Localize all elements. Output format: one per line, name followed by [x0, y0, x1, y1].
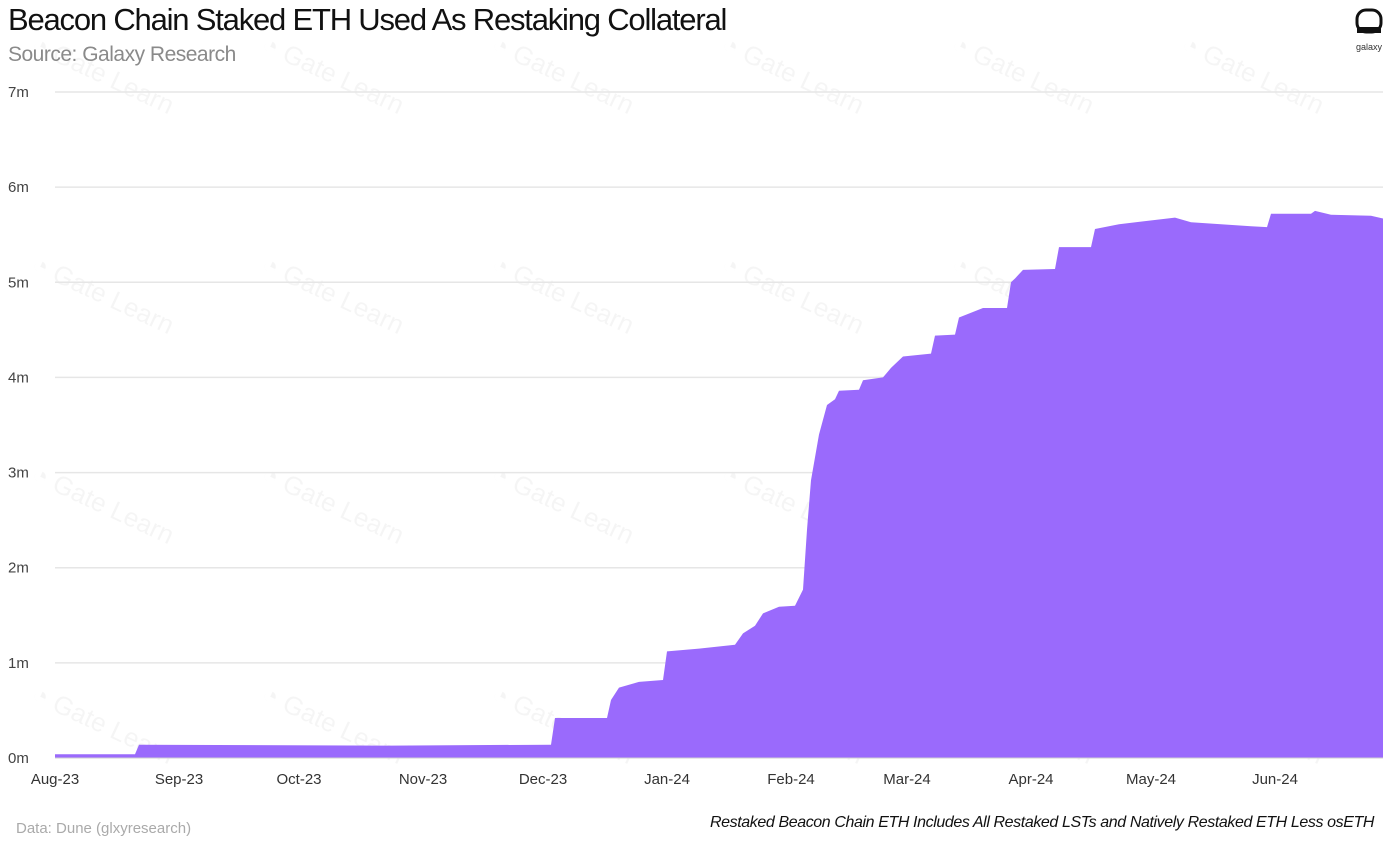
footnote: Restaked Beacon Chain ETH Includes All R… [710, 814, 1374, 831]
watermark-text: ◔ Gate Learn [487, 248, 638, 340]
chart-title: Beacon Chain Staked ETH Used As Restakin… [8, 2, 727, 37]
area-series-restaked-eth [55, 210, 1383, 758]
chart-subtitle: Source: Galaxy Research [8, 43, 236, 66]
watermark-text: ◔ Gate Learn [717, 248, 868, 340]
y-tick-label: 5m [8, 274, 29, 291]
x-tick-label: Jun-24 [1252, 771, 1298, 788]
y-tick-label: 3m [8, 465, 29, 482]
y-tick-label: 4m [8, 369, 29, 386]
x-tick-label: May-24 [1126, 771, 1176, 788]
x-tick-label: Feb-24 [767, 771, 815, 788]
x-tick-label: Apr-24 [1008, 771, 1053, 788]
x-tick-label: Nov-23 [399, 771, 447, 788]
y-tick-label: 2m [8, 560, 29, 577]
x-tick-label: Sep-23 [155, 771, 203, 788]
data-source-note: Data: Dune (glxyresearch) [16, 820, 192, 837]
watermark-text: ◔ Gate Learn [947, 28, 1098, 120]
watermark-text: ◔ Gate Learn [27, 28, 178, 120]
y-tick-label: 7m [8, 84, 29, 101]
watermark-text: ◔ Gate Learn [257, 28, 408, 120]
y-tick-label: 0m [8, 750, 29, 767]
watermark-text: ◔ Gate Learn [1177, 28, 1328, 120]
watermark-text: ◔ Gate Learn [27, 248, 178, 340]
y-tick-label: 6m [8, 179, 29, 196]
x-tick-label: Jan-24 [644, 771, 690, 788]
watermark-text: ◔ Gate Learn [717, 28, 868, 120]
x-tick-label: Dec-23 [519, 771, 567, 788]
watermark-text: ◔ Gate Learn [487, 28, 638, 120]
galaxy-logo-icon [1355, 8, 1383, 34]
x-tick-label: Aug-23 [31, 771, 79, 788]
galaxy-logo: galaxy [1352, 8, 1386, 52]
galaxy-logo-text: galaxy [1355, 42, 1382, 52]
x-tick-label: Oct-23 [276, 771, 321, 788]
watermark-text: ◔ Gate Learn [257, 248, 408, 340]
y-tick-label: 1m [8, 655, 29, 672]
x-tick-label: Mar-24 [883, 771, 931, 788]
